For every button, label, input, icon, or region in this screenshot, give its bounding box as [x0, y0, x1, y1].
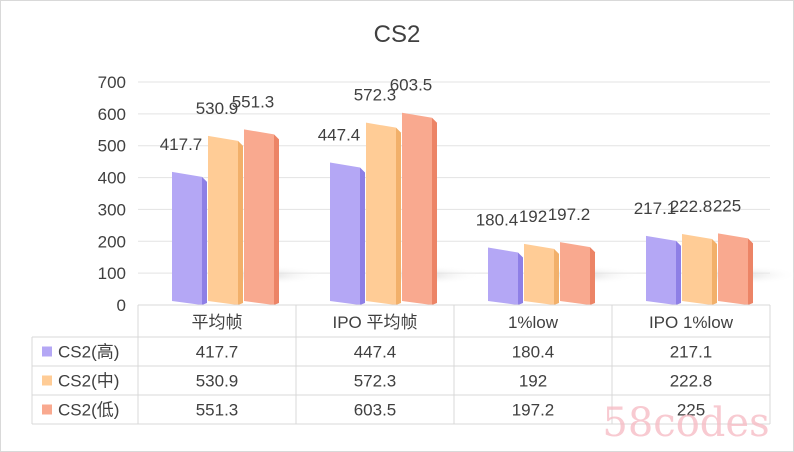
table-cell: 572.3 [354, 372, 397, 391]
data-label: 197.2 [548, 205, 591, 224]
data-label: 417.7 [160, 135, 203, 154]
table-cell: 180.4 [512, 343, 555, 362]
table-cell: 217.1 [670, 343, 713, 362]
data-label: 225 [713, 196, 741, 215]
table-cell: 603.5 [354, 401, 397, 420]
x-tick-label: IPO 平均帧 [332, 313, 417, 332]
data-label: 572.3 [354, 86, 397, 105]
legend-swatch [42, 346, 52, 357]
table-cell: 447.4 [354, 343, 397, 362]
data-label: 192 [519, 207, 547, 226]
bar [682, 234, 712, 305]
legend-label: CS2(低) [58, 401, 119, 420]
table-cell: 197.2 [512, 401, 555, 420]
y-tick-label: 0 [117, 296, 126, 315]
data-label: 530.9 [196, 99, 239, 118]
table-cell: 192 [519, 372, 547, 391]
bar-side [396, 127, 401, 305]
bar [402, 112, 432, 305]
table-cell: 530.9 [196, 372, 239, 391]
x-tick-label: IPO 1%low [649, 313, 734, 332]
table-cell: 551.3 [196, 401, 239, 420]
y-tick-label: 600 [98, 105, 126, 124]
bar-side [590, 247, 595, 305]
bar [366, 122, 396, 305]
legend-swatch [42, 375, 52, 386]
bar [524, 243, 554, 305]
y-tick-label: 400 [98, 169, 126, 188]
bar [244, 129, 274, 305]
bar [488, 247, 518, 305]
bar-side [274, 134, 279, 305]
table-cell: 225 [677, 401, 705, 420]
x-tick-label: 1%low [508, 313, 559, 332]
y-tick-label: 100 [98, 264, 126, 283]
bar-side [202, 176, 207, 305]
chart-title: CS2 [374, 21, 421, 48]
bar-side [748, 238, 753, 305]
bars [172, 112, 794, 305]
bar [560, 242, 590, 305]
bar-side [518, 252, 523, 305]
bar [718, 233, 748, 305]
legend-label: CS2(高) [58, 343, 119, 362]
bar [172, 171, 202, 305]
legend-swatch [42, 404, 52, 415]
table-cell: 222.8 [670, 372, 713, 391]
data-label: 603.5 [390, 76, 433, 95]
bar [208, 135, 238, 305]
bar [330, 162, 360, 305]
bar-side [238, 140, 243, 305]
data-label: 180.4 [476, 211, 519, 230]
y-tick-label: 700 [98, 73, 126, 92]
y-tick-label: 300 [98, 200, 126, 219]
y-tick-label: 200 [98, 232, 126, 251]
data-label: 551.3 [232, 92, 275, 111]
bar-side [712, 239, 717, 305]
data-table: 平均帧 IPO 平均帧 1%low IPO 1%low CS2(高) 417.7 447.4… [31, 304, 771, 425]
data-label: 217.1 [634, 199, 677, 218]
bar-side [432, 117, 437, 305]
data-label: 222.8 [670, 197, 713, 216]
bar [646, 235, 676, 305]
bar-side [360, 167, 365, 305]
data-label: 447.4 [318, 125, 361, 144]
bar-side [676, 240, 681, 305]
legend-label: CS2(中) [58, 372, 119, 391]
watermark-text: 58codes [602, 400, 769, 446]
bar-side [554, 248, 559, 305]
x-tick-label: 平均帧 [192, 313, 243, 332]
y-tick-label: 500 [98, 137, 126, 156]
y-axis: 0 100 200 300 400 500 600 700 [98, 73, 126, 315]
table-cell: 417.7 [196, 343, 239, 362]
